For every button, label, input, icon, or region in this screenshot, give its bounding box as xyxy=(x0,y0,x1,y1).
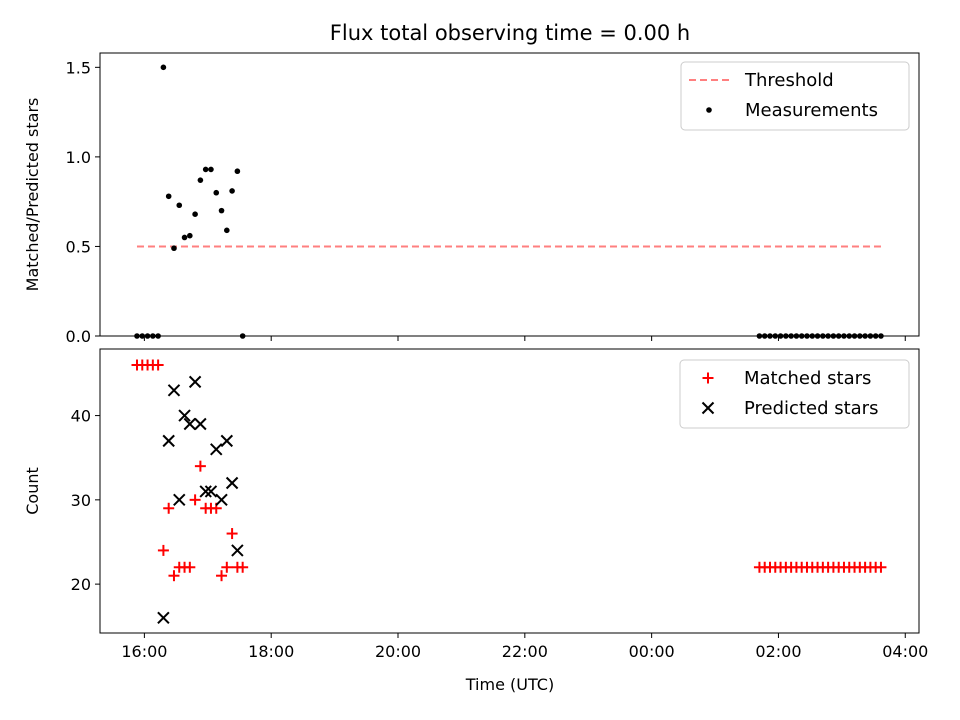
measurement-point xyxy=(218,207,225,214)
y-tick-label: 1.5 xyxy=(66,58,91,77)
x-stroke-b xyxy=(215,493,228,507)
matched-star-point xyxy=(216,570,228,582)
legend-label: Predicted stars xyxy=(744,398,878,419)
top-y-axis-label: Matched/Predicted stars xyxy=(23,98,42,292)
matched-star-point xyxy=(189,494,201,506)
measurement-point xyxy=(208,166,214,173)
matched-star-point xyxy=(184,561,196,573)
x-stroke-b xyxy=(225,476,239,490)
y-tick-label: 0.0 xyxy=(66,327,91,346)
measurement-point xyxy=(202,166,209,173)
legend-handle-x xyxy=(701,401,715,415)
predicted-star-point xyxy=(167,384,181,397)
top-legend: Threshold Measurements xyxy=(680,61,910,131)
measurement-point xyxy=(171,245,177,252)
y-tick-label: 20 xyxy=(71,575,91,594)
legend-handle-dot xyxy=(706,107,712,113)
matched-star-point xyxy=(194,460,206,472)
measurement-point xyxy=(160,64,167,71)
measurement-point xyxy=(187,232,193,239)
x-stroke-b xyxy=(188,375,202,389)
x-stroke-b xyxy=(210,443,223,456)
legend-label: Threshold xyxy=(744,70,834,91)
measurement-point xyxy=(181,234,188,241)
y-tick-label: 1.0 xyxy=(66,148,91,167)
x-tick-label: 00:00 xyxy=(629,642,675,661)
x-stroke-b xyxy=(157,611,170,625)
measurement-point xyxy=(224,227,230,234)
predicted-star-point xyxy=(220,434,234,448)
matched-star-point xyxy=(221,561,233,573)
measurement-point xyxy=(197,177,204,183)
x-axis-label: Time (UTC) xyxy=(465,675,554,694)
legend-frame xyxy=(680,61,910,131)
predicted-star-point xyxy=(199,485,212,498)
predicted-star-point xyxy=(225,476,239,490)
measurement-point xyxy=(176,202,183,209)
measurement-point xyxy=(229,188,235,194)
bottom-panel: 16:00 18:00 20:00 22:00 00:00 02:00 04:00 20 30 4… xyxy=(23,348,928,694)
x-stroke-b xyxy=(204,485,218,498)
x-stroke-b xyxy=(701,401,715,415)
x-stroke-b xyxy=(173,493,186,507)
y-tick-label: 40 xyxy=(71,407,91,426)
y-tick-label: 0.5 xyxy=(66,237,91,256)
x-stroke-b xyxy=(167,384,181,397)
x-tick-label: 02:00 xyxy=(755,642,801,661)
legend-frame xyxy=(679,359,910,429)
legend-handle-plus xyxy=(702,372,714,384)
top-panel: 0.0 0.5 1.0 1.5 Matched/Predicted stars Thr… xyxy=(23,52,920,346)
bottom-y-axis-label: Count xyxy=(23,467,42,515)
predicted-star-point xyxy=(162,434,175,448)
x-stroke-b xyxy=(220,434,234,448)
measurement-point xyxy=(165,193,172,200)
predicted-star-point xyxy=(188,375,202,389)
y-tick-label: 30 xyxy=(71,491,91,510)
predicted-star-point xyxy=(215,493,228,507)
predicted-star-point xyxy=(183,417,197,431)
bottom-axes-frame xyxy=(99,348,920,634)
x-stroke-b xyxy=(194,417,207,431)
bottom-legend: Matched stars Predicted stars xyxy=(679,359,910,429)
matched-star-point xyxy=(237,561,249,573)
matched-star-point xyxy=(168,570,180,582)
legend-label: Measurements xyxy=(745,100,878,121)
top-axes-frame xyxy=(99,52,920,337)
predicted-star-point xyxy=(173,493,186,507)
figure-title: Flux total observing time = 0.00 h xyxy=(330,21,690,45)
measurement-point xyxy=(234,168,241,175)
x-tick-label: 16:00 xyxy=(121,642,167,661)
predicted-star-point xyxy=(178,409,191,422)
x-tick-label: 18:00 xyxy=(248,642,294,661)
matched-star-point xyxy=(157,544,169,556)
legend-label: Matched stars xyxy=(744,368,871,389)
predicted-star-point xyxy=(194,417,207,431)
x-stroke-b xyxy=(178,409,191,422)
measurement-point xyxy=(192,211,198,218)
matched-star-point xyxy=(163,502,175,514)
predicted-star-point xyxy=(204,485,218,498)
x-stroke-b xyxy=(199,485,212,498)
measurement-point xyxy=(213,189,220,196)
x-stroke-b xyxy=(231,544,244,557)
x-tick-label: 20:00 xyxy=(375,642,421,661)
x-tick-label: 22:00 xyxy=(502,642,548,661)
matched-star-point xyxy=(226,528,238,540)
predicted-star-point xyxy=(210,443,223,456)
x-stroke-b xyxy=(183,417,197,431)
predicted-star-point xyxy=(231,544,244,557)
x-stroke-b xyxy=(162,434,175,448)
predicted-star-point xyxy=(157,611,170,625)
matched-star-point xyxy=(875,561,887,573)
matched-star-point xyxy=(152,359,164,371)
x-tick-label: 04:00 xyxy=(882,642,928,661)
